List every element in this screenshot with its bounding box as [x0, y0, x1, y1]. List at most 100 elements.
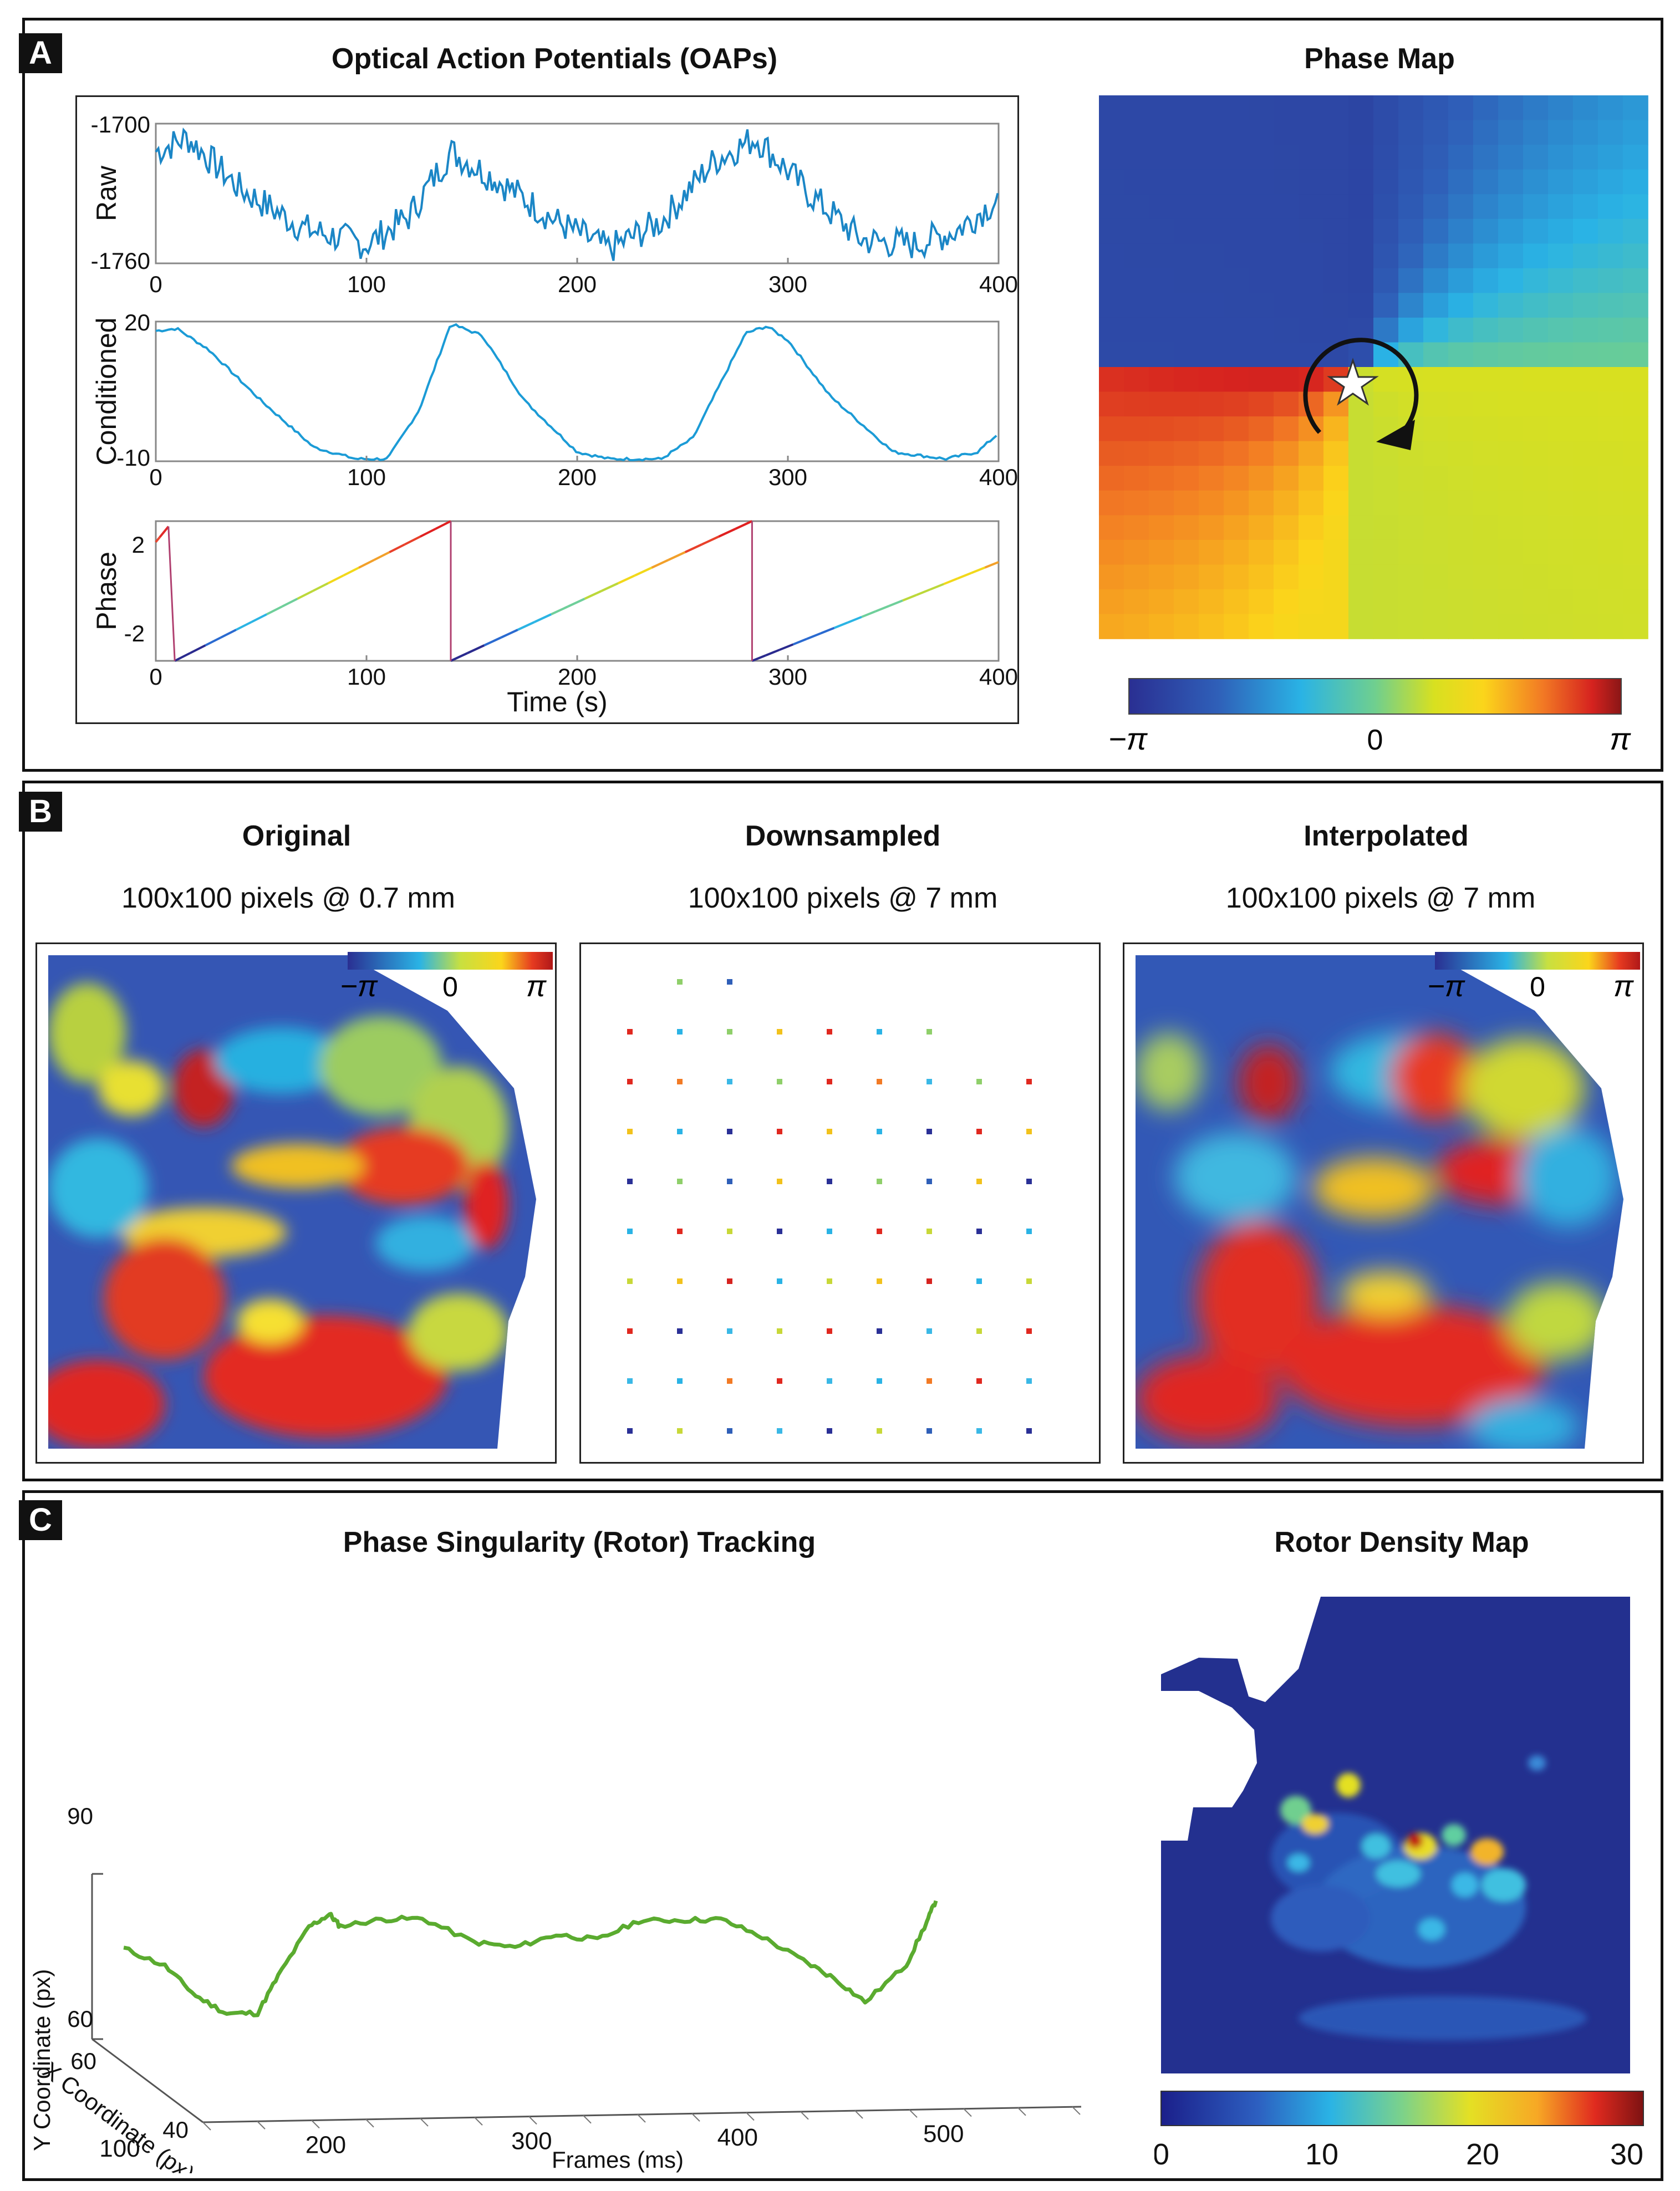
phase-map-cell	[1199, 515, 1224, 541]
phase-map-cell	[1473, 268, 1499, 294]
phase-map-cell	[1598, 490, 1623, 516]
phase-map-cell	[1249, 515, 1274, 541]
phase-series-segment	[404, 536, 421, 546]
phase-map-cell	[1149, 145, 1174, 170]
phase-map-cell	[1498, 194, 1524, 220]
phase-map-cell	[1548, 293, 1574, 318]
phase-map-cell	[1448, 145, 1474, 170]
phase-series-segment	[929, 583, 944, 591]
phase-map-cell	[1224, 169, 1249, 195]
sample-dot	[976, 1278, 982, 1284]
original-inset-min: −π	[340, 970, 378, 1003]
phase-map-cell	[1523, 441, 1549, 466]
phase-map-cell	[1598, 194, 1623, 220]
phase-map-cell	[1523, 515, 1549, 541]
phase-map-cell	[1523, 218, 1549, 244]
conditioned-plot: 20 -10 0 100 200 300 400 Conditioned	[91, 309, 1017, 490]
phase-map-cell	[1199, 441, 1224, 466]
phase-map-cell	[1249, 466, 1274, 491]
phase-map-cell	[1099, 293, 1124, 318]
phase-map-cell	[1124, 441, 1149, 466]
phase-map-cell	[1423, 564, 1449, 590]
y-axis-label: Y Coordinate (px)	[29, 1969, 55, 2151]
phase-map-cell	[1149, 95, 1174, 121]
phase-map-cell	[1348, 218, 1374, 244]
phase-map-cell	[1623, 416, 1648, 442]
phase-map-cell	[1398, 194, 1424, 220]
phase-map-cell	[1373, 466, 1399, 491]
phase-map-cell	[1274, 441, 1299, 466]
sample-dot	[827, 1378, 832, 1384]
phase-map-cell	[1573, 515, 1598, 541]
phase-map-cell	[1224, 589, 1249, 615]
phase-map-cell	[1423, 95, 1449, 121]
phase-map-cell	[1523, 589, 1549, 615]
cond-ytick-top: 20	[124, 309, 150, 335]
phase-map-cell	[1274, 564, 1299, 590]
phase-map-cell	[1423, 145, 1449, 170]
phase-map-cell	[1348, 416, 1374, 442]
phase-map-cell	[1598, 367, 1623, 393]
phase-series-segment	[483, 636, 502, 646]
sample-dot	[727, 1029, 732, 1035]
phase-map-cell	[1448, 367, 1474, 393]
phase-map-cell	[1224, 367, 1249, 393]
phase-series-segment	[162, 532, 165, 534]
phase-map-cell	[1473, 490, 1499, 516]
phase-map-cell	[1199, 243, 1224, 269]
phase-map-cell	[1249, 317, 1274, 343]
phase-map-cell	[1224, 441, 1249, 466]
phase-map-cell	[1473, 515, 1499, 541]
phase-map-cell	[1623, 169, 1648, 195]
phase-map-cell	[1174, 342, 1199, 368]
sample-dot	[677, 1328, 683, 1334]
phase-map-cell	[1224, 564, 1249, 590]
sample-dot	[926, 1179, 932, 1184]
phase-series-segment	[266, 605, 283, 615]
phase-map-cell	[1473, 169, 1499, 195]
downsampled-phase-map	[627, 979, 1032, 1434]
phase-map-cell	[1548, 169, 1574, 195]
phase-map-cell	[1573, 490, 1598, 516]
sample-dot	[1026, 1129, 1032, 1134]
phase-map-cell	[1323, 539, 1349, 565]
phase-map-cell	[1373, 614, 1399, 639]
interpolated-map-frame: −π 0 π	[1123, 942, 1644, 1464]
raw-ytick-bottom: -1760	[91, 248, 150, 274]
phase-map-cell	[1299, 120, 1324, 145]
panel-a-label: A	[19, 33, 62, 73]
phase-map-cell	[1199, 466, 1224, 491]
sample-dot	[877, 1328, 882, 1334]
phase-map-cell	[1249, 367, 1274, 393]
phase-map-cell	[1348, 614, 1374, 639]
phase-map-cell	[1224, 614, 1249, 639]
phase-map-cell	[1348, 589, 1374, 615]
phase-map-cell	[1498, 416, 1524, 442]
phase-map-cell	[1348, 466, 1374, 491]
phase-map-cell	[1598, 145, 1623, 170]
phase-map-cell	[1623, 120, 1648, 145]
phase-map-cell	[1174, 218, 1199, 244]
sample-dot	[677, 979, 683, 985]
phase-map-cell	[1573, 293, 1598, 318]
xtick-label: 200	[558, 271, 597, 297]
phase-map-cell	[1623, 342, 1648, 368]
phase-series-segment	[174, 652, 191, 662]
sample-dot	[877, 1029, 882, 1035]
phase-map-title: Phase Map	[1304, 43, 1455, 75]
phase-map-cell	[1448, 391, 1474, 417]
phase-map-cell	[1423, 614, 1449, 639]
phase-map-cell	[1348, 490, 1374, 516]
phase-series-segment	[902, 594, 917, 602]
sample-dot	[677, 1029, 683, 1035]
density-tick-20: 20	[1466, 2138, 1499, 2171]
original-subtitle: 100x100 pixels @ 0.7 mm	[121, 882, 455, 914]
original-inset-mid: 0	[442, 971, 458, 1002]
phase-series-segment	[701, 536, 719, 546]
phase-map-cell	[1099, 120, 1124, 145]
phase-map-cell	[1199, 367, 1224, 393]
phase-map-cell	[1323, 466, 1349, 491]
oap-plots: -1700 -1760 0 100 200 300 400 Raw 20 -10 0 10…	[91, 111, 1017, 717]
phase-map-cell	[1448, 441, 1474, 466]
phase-map-cell	[1598, 317, 1623, 343]
